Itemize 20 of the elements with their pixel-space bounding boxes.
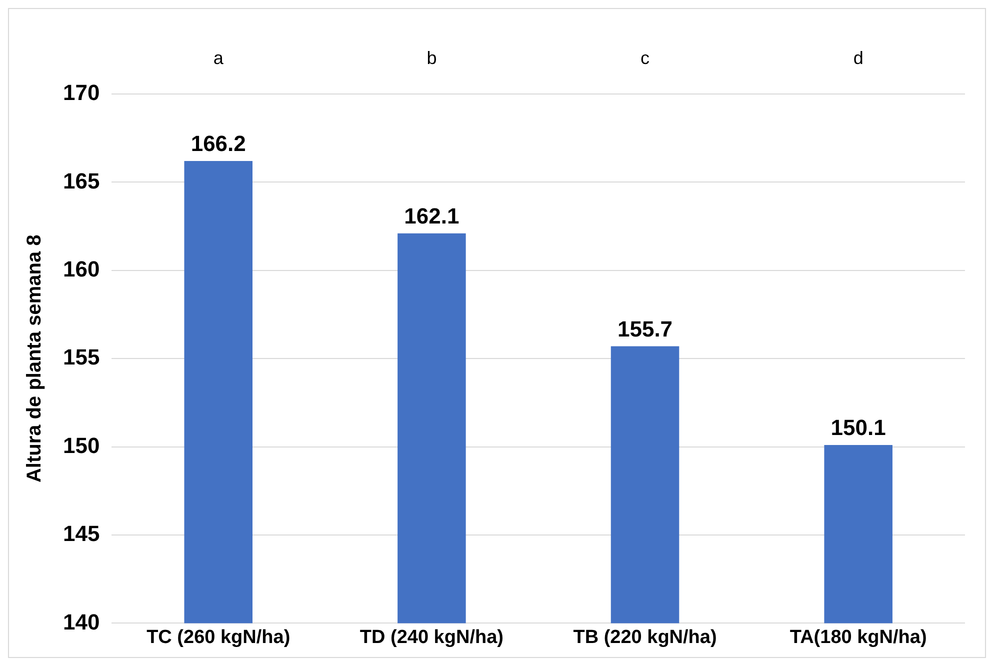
- x-tick-label: TB (220 kgN/ha): [573, 626, 717, 648]
- y-tick-label: 165: [62, 168, 100, 194]
- y-tick-label: 155: [62, 344, 100, 370]
- y-tick-label: 150: [62, 432, 100, 458]
- x-tick-label: TC (260 kgN/ha): [146, 626, 290, 648]
- text: a: [213, 48, 224, 68]
- data-label: 150.1: [830, 415, 886, 440]
- y-axis-title: Altura de planta semana 8: [24, 234, 46, 483]
- data-label: 162.1: [404, 203, 460, 228]
- y-tick-label: 145: [62, 521, 100, 546]
- x-tick-label: TD (240 kgN/ha): [360, 626, 504, 648]
- y-tick-label: 170: [62, 80, 100, 106]
- y-tick-label: 160: [62, 256, 100, 282]
- text: b: [426, 48, 437, 68]
- text: c: [640, 48, 650, 68]
- data-label: 166.2: [190, 131, 246, 156]
- text: d: [853, 48, 864, 68]
- x-tick-label: TA(180 kgN/ha): [790, 626, 927, 648]
- data-label: 155.7: [617, 316, 673, 342]
- y-tick-label: 140: [62, 609, 100, 634]
